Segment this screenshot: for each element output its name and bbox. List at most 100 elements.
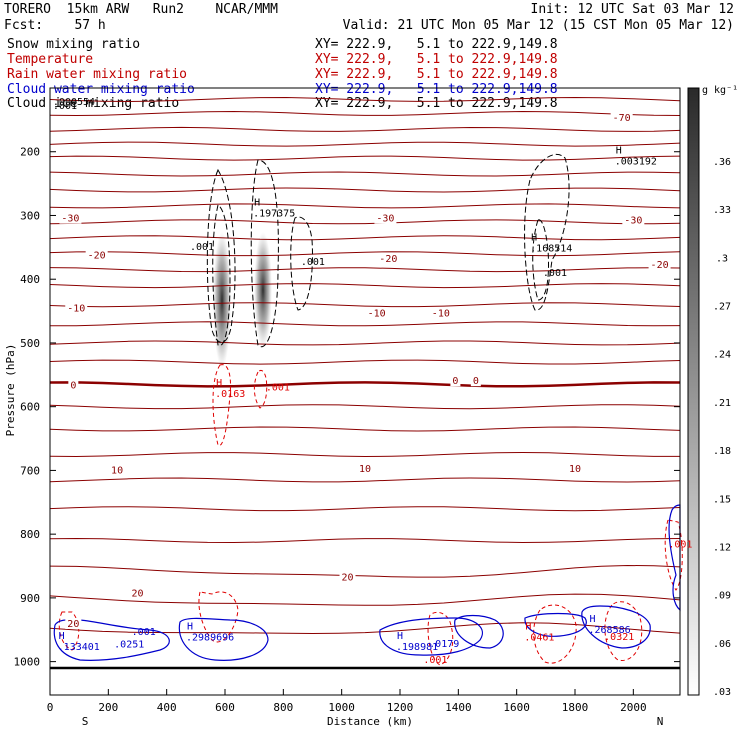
rain-contour-1 [212, 364, 231, 446]
cloud-contour-3 [379, 617, 483, 656]
temp-label-bg [65, 618, 82, 630]
temp-label: -20 [379, 254, 397, 265]
temp-label-bg [610, 111, 633, 123]
temp-label: 10 [569, 464, 581, 475]
temp-label-bg [622, 214, 645, 226]
contour-value-label: .001 [301, 257, 325, 268]
temp-label: 20 [131, 588, 143, 599]
isotherm-line [49, 96, 681, 103]
snow-plume-2 [254, 232, 272, 348]
max-marker: H [525, 621, 531, 632]
snow-shading [213, 232, 272, 368]
y-tick-label: 400 [20, 273, 40, 286]
legend-field-cloud-water: Cloud water mixing ratio [7, 82, 195, 97]
rain-contour-4 [427, 611, 454, 666]
temp-label: 20 [67, 619, 79, 630]
ice-contour-6 [532, 219, 549, 301]
x-axis-title: Distance (km) [327, 715, 413, 728]
y-tick-label: 300 [20, 209, 40, 222]
contour-value-label: .001 [266, 383, 290, 394]
isotherm-line [49, 593, 681, 606]
max-value: .197375 [253, 209, 295, 220]
cloud-contour-4 [454, 614, 504, 649]
temp-label: 10 [359, 464, 371, 475]
colorbar-unit: g kg⁻¹ [702, 85, 738, 96]
cloud-contour-7 [668, 504, 681, 612]
contour-value-label: .001 [132, 627, 156, 638]
isotherm-line [49, 110, 681, 117]
init-time: Init: 12 UTC Sat 03 Mar 12 [530, 2, 735, 17]
colorbar-tick-label: .36 [713, 157, 731, 168]
x-tick-label: 400 [157, 701, 177, 714]
snow-plume-1 [213, 232, 231, 368]
temp-label-bg [648, 259, 671, 271]
contour-value-label: .001 [190, 242, 214, 253]
temp-label-bg [429, 307, 452, 319]
colorbar: g kg⁻¹ .36 .33 .3 .27 .24 .21 .18 .15 .12 .09 .06.… [687, 85, 738, 698]
y-tick-label: 500 [20, 337, 40, 350]
temp-label-bg [59, 212, 82, 224]
colorbar-tick-label: .21 [713, 398, 731, 409]
temp-label: -10 [432, 309, 450, 320]
temp-label: -10 [67, 304, 85, 315]
rain-contour-2 [253, 369, 268, 409]
max-marker: H [254, 198, 260, 209]
rain-contour-8 [58, 611, 80, 651]
ice-contour-3 [250, 159, 279, 348]
isotherm-line [49, 537, 681, 544]
max-value: .268586 [589, 625, 631, 636]
plot-border [49, 87, 681, 696]
endpoint-north: N [657, 715, 664, 728]
legend-field-temperature: Temperature [7, 52, 94, 67]
max-marker: H [589, 614, 595, 625]
isotherm-line [49, 171, 681, 177]
isotherm-line [49, 321, 681, 327]
contour-value-label: .000554 [53, 97, 95, 108]
y-tick-label: 800 [20, 528, 40, 541]
temp-label: 0 [452, 376, 458, 387]
legend-field-snow: Snow mixing ratio [7, 37, 141, 52]
isotherm-line [49, 564, 681, 578]
ice-contour-2 [212, 204, 231, 346]
y-tick-label: 200 [20, 146, 40, 159]
colorbar-gradient [687, 87, 700, 696]
rain-contours [58, 364, 683, 666]
x-tick-label: 0 [47, 701, 54, 714]
colorbar-tick-label: .12 [713, 542, 731, 553]
legend-field-cloud-ice: Cloud ice mixing ratio [7, 96, 180, 111]
isotherm-line [49, 381, 681, 388]
cloud-contour-5 [524, 612, 587, 637]
isotherm-line [49, 187, 681, 193]
colorbar-tick-label: .24 [713, 350, 731, 361]
isotherm-line [49, 426, 681, 432]
max-marker: H [187, 621, 193, 632]
max-marker: H [397, 631, 403, 642]
isotherm-line [49, 235, 681, 241]
ice-contour-4 [290, 216, 313, 311]
temp-label-bg [339, 571, 356, 583]
x-tick-label: 1400 [445, 701, 472, 714]
temp-label-bg [567, 463, 583, 475]
legend-xy-cloud-water: XY= 222.9, 5.1 to 222.9,149.8 [315, 82, 558, 97]
x-tick-label: 600 [215, 701, 235, 714]
legend-field-rain: Rain water mixing ratio [7, 67, 188, 82]
valid-time: Valid: 21 UTC Mon 05 Mar 12 (15 CST Mon … [342, 18, 734, 33]
rain-contour-5 [533, 604, 577, 664]
forecast-hour: Fcst: 57 h [4, 18, 106, 33]
isotherm-line [49, 219, 681, 225]
model-title: TORERO 15km ARW Run2 NCAR/MMM [4, 2, 278, 17]
cloud-ice-contours [206, 153, 570, 348]
max-value: .0461 [524, 632, 554, 643]
contour-value-label: .001 [53, 101, 77, 112]
ice-contour-5 [524, 153, 570, 311]
max-value: .198981 [396, 642, 438, 653]
temp-label: 0 [70, 381, 76, 392]
temp-label: -70 [613, 113, 631, 124]
temp-label: -10 [368, 309, 386, 320]
max-marker: H [59, 631, 65, 642]
x-tick-label: 200 [98, 701, 118, 714]
contour-value-label: .001 [668, 540, 692, 551]
contour-value-label: .0179 [429, 639, 459, 650]
